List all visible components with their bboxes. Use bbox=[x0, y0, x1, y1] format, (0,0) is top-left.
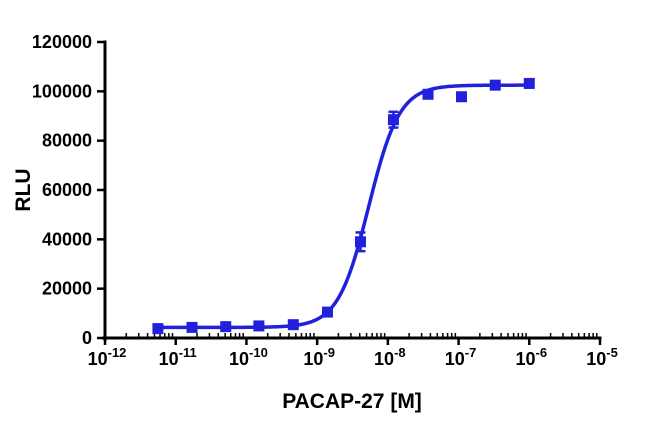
data-point-group bbox=[489, 79, 501, 91]
fit-curve bbox=[156, 83, 531, 330]
data-point-group bbox=[186, 321, 198, 333]
square-marker bbox=[220, 321, 232, 333]
data-point-group bbox=[455, 91, 467, 103]
x-tick-label: 10-12 bbox=[88, 345, 127, 369]
data-layer bbox=[152, 77, 535, 335]
square-marker bbox=[287, 319, 299, 331]
x-tick-label: 10-10 bbox=[229, 345, 268, 369]
data-point-group bbox=[287, 319, 299, 331]
axes-layer: 0 20000 40000 60000 80000 100000 120000 10-12 10… bbox=[32, 32, 618, 369]
square-marker bbox=[523, 77, 535, 89]
y-axis-label: RLU bbox=[12, 168, 35, 211]
square-marker bbox=[422, 88, 434, 100]
y-tick-label: 100000 bbox=[32, 81, 92, 101]
square-marker bbox=[387, 114, 399, 126]
y-tick-label: 40000 bbox=[42, 229, 92, 249]
x-tick-label: 10-7 bbox=[445, 345, 477, 369]
y-tick-label: 80000 bbox=[42, 131, 92, 151]
y-tick-label: 20000 bbox=[42, 279, 92, 299]
data-point-group bbox=[220, 321, 232, 333]
data-point-group bbox=[253, 320, 265, 332]
data-point-group bbox=[321, 306, 333, 318]
data-point-group bbox=[152, 323, 164, 335]
data-point-group bbox=[387, 110, 399, 129]
x-tick-label: 10-5 bbox=[586, 345, 618, 369]
y-tick-label: 120000 bbox=[32, 32, 92, 52]
square-marker bbox=[489, 79, 501, 91]
square-marker bbox=[253, 320, 265, 332]
y-tick-label: 0 bbox=[82, 328, 92, 348]
y-tick-label: 60000 bbox=[42, 180, 92, 200]
data-point-group bbox=[422, 88, 434, 100]
x-tick-label: 10-6 bbox=[515, 345, 547, 369]
data-point-group bbox=[354, 231, 366, 253]
square-marker bbox=[186, 321, 198, 333]
square-marker bbox=[321, 306, 333, 318]
square-marker bbox=[354, 236, 366, 248]
data-point-group bbox=[523, 77, 535, 89]
x-tick-label: 10-11 bbox=[159, 345, 197, 369]
x-tick-label: 10-9 bbox=[303, 345, 335, 369]
x-tick-label: 10-8 bbox=[374, 345, 406, 369]
square-marker bbox=[455, 91, 467, 103]
square-marker bbox=[152, 323, 164, 335]
x-axis-label: PACAP-27 [M] bbox=[282, 390, 422, 413]
